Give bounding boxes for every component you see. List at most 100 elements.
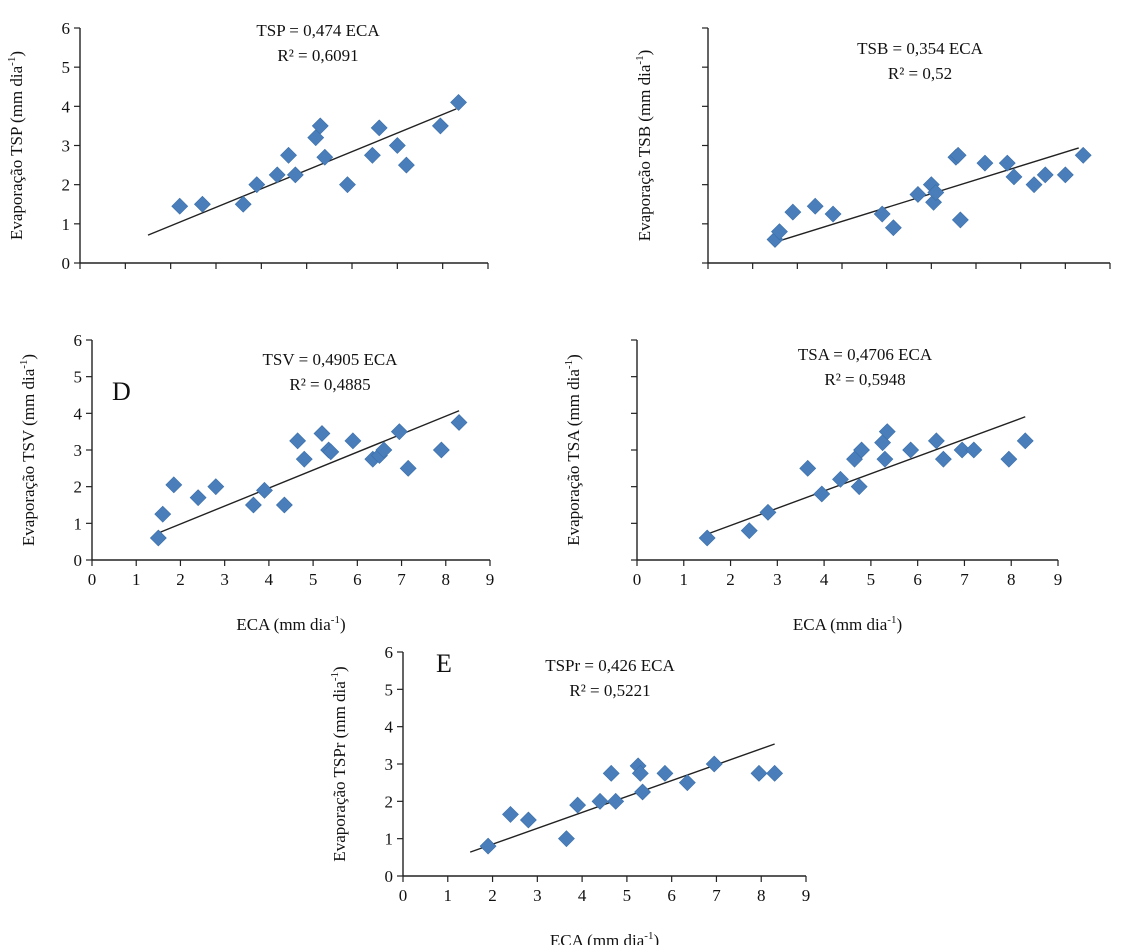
data-point <box>1036 166 1054 184</box>
data-point <box>1074 146 1092 164</box>
data-point <box>154 505 172 523</box>
x-tick-label: 9 <box>486 570 495 589</box>
y-axis-title: Evaporação TSP (mm dia-1) <box>6 51 26 240</box>
data-point <box>569 796 587 814</box>
y-tick-label: 1 <box>62 215 71 234</box>
data-point <box>193 195 211 213</box>
data-point <box>965 441 983 459</box>
data-point <box>289 432 307 450</box>
x-tick-label: 2 <box>488 886 497 905</box>
x-tick-label: 3 <box>533 886 542 905</box>
scatter-panel-4: 0 1 2 3 4 5 6 7 8 9 Evaporação TSA (mm dia-1) ECA (… <box>563 339 1062 634</box>
y-tick-label: 2 <box>74 478 83 497</box>
y-tick-label: 1 <box>74 514 83 533</box>
x-tick-label: 6 <box>667 886 676 905</box>
data-point <box>902 441 920 459</box>
data-point <box>813 485 831 503</box>
x-tick-label: 2 <box>176 570 185 589</box>
data-point <box>397 156 415 174</box>
x-tick-label: 6 <box>913 570 922 589</box>
x-tick-label: 0 <box>633 570 642 589</box>
r-squared: R² = 0,52 <box>888 64 952 83</box>
data-point <box>165 476 183 494</box>
data-point <box>450 93 467 111</box>
y-tick-label: 3 <box>74 441 83 460</box>
data-point <box>502 805 519 823</box>
data-point <box>750 764 768 782</box>
data-point <box>591 792 609 810</box>
x-axis-title: ECA (mm dia-1) <box>550 930 659 945</box>
data-point <box>149 529 167 547</box>
data-point <box>876 450 894 468</box>
data-point <box>850 478 868 496</box>
data-point <box>171 197 189 215</box>
data-point <box>207 478 225 496</box>
y-axis-title: Evaporação TSPr (mm dia-1) <box>329 666 349 861</box>
data-point <box>388 137 406 154</box>
x-tick-label: 0 <box>399 886 408 905</box>
trend-line <box>469 743 775 853</box>
x-tick-label: 5 <box>309 570 318 589</box>
y-tick-label: 5 <box>74 368 83 387</box>
data-point <box>1005 168 1023 186</box>
x-tick-label: 4 <box>820 570 829 589</box>
y-tick-label: 0 <box>385 867 394 886</box>
y-axis-title: Evaporação TSV (mm dia-1) <box>18 354 38 546</box>
data-point <box>295 450 313 468</box>
data-point <box>432 441 450 459</box>
data-point <box>311 117 329 135</box>
data-point <box>1000 450 1018 468</box>
x-tick-label: 1 <box>444 886 453 905</box>
data-point <box>375 441 393 459</box>
data-point <box>607 792 625 810</box>
r-squared: R² = 0,4885 <box>289 375 370 394</box>
x-tick-label: 7 <box>712 886 721 905</box>
data-point <box>450 414 468 431</box>
x-tick-label: 8 <box>757 886 766 905</box>
data-point <box>853 441 870 459</box>
r-squared: R² = 0,6091 <box>277 46 358 65</box>
x-tick-label: 3 <box>773 570 782 589</box>
trend-line <box>706 416 1026 535</box>
data-point <box>799 459 817 477</box>
r-squared: R² = 0,5948 <box>824 370 905 389</box>
y-tick-label: 4 <box>385 718 394 737</box>
x-tick-label: 1 <box>132 570 141 589</box>
data-point <box>280 146 297 164</box>
data-point <box>1016 432 1034 450</box>
y-tick-label: 4 <box>62 97 71 116</box>
regression-equation: TSV = 0,4905 ECA <box>263 350 399 369</box>
data-point <box>878 423 896 441</box>
data-point <box>740 522 758 540</box>
data-point <box>286 166 304 184</box>
data-point <box>631 764 649 782</box>
x-tick-label: 2 <box>726 570 735 589</box>
data-point <box>244 496 262 514</box>
data-point <box>784 203 802 221</box>
x-tick-label: 5 <box>623 886 632 905</box>
x-tick-label: 7 <box>397 570 406 589</box>
data-point <box>656 764 674 782</box>
data-point <box>344 432 362 450</box>
data-point <box>256 481 273 499</box>
x-tick-label: 1 <box>680 570 689 589</box>
x-tick-label: 0 <box>88 570 97 589</box>
y-tick-label: 0 <box>74 551 83 570</box>
data-point <box>322 443 340 461</box>
x-tick-label: 4 <box>578 886 587 905</box>
y-tick-label: 2 <box>385 792 394 811</box>
data-point <box>519 811 537 829</box>
data-point <box>363 146 381 164</box>
scatter-panel-3: 0 1 2 3 4 5 6 0 1 2 3 4 5 6 7 8 9 Evaporação TSV (mm dia-… <box>18 331 494 634</box>
y-tick-label: 0 <box>62 254 71 273</box>
y-axis-title: Evaporação TSB (mm dia-1) <box>634 50 654 242</box>
y-tick-label: 5 <box>62 58 71 77</box>
regression-equation: TSPr = 0,426 ECA <box>545 656 675 675</box>
data-point <box>339 176 356 194</box>
trend-line <box>158 410 460 534</box>
panel-letter: D <box>112 377 131 406</box>
y-tick-label: 6 <box>62 19 71 38</box>
data-point <box>1056 166 1074 184</box>
